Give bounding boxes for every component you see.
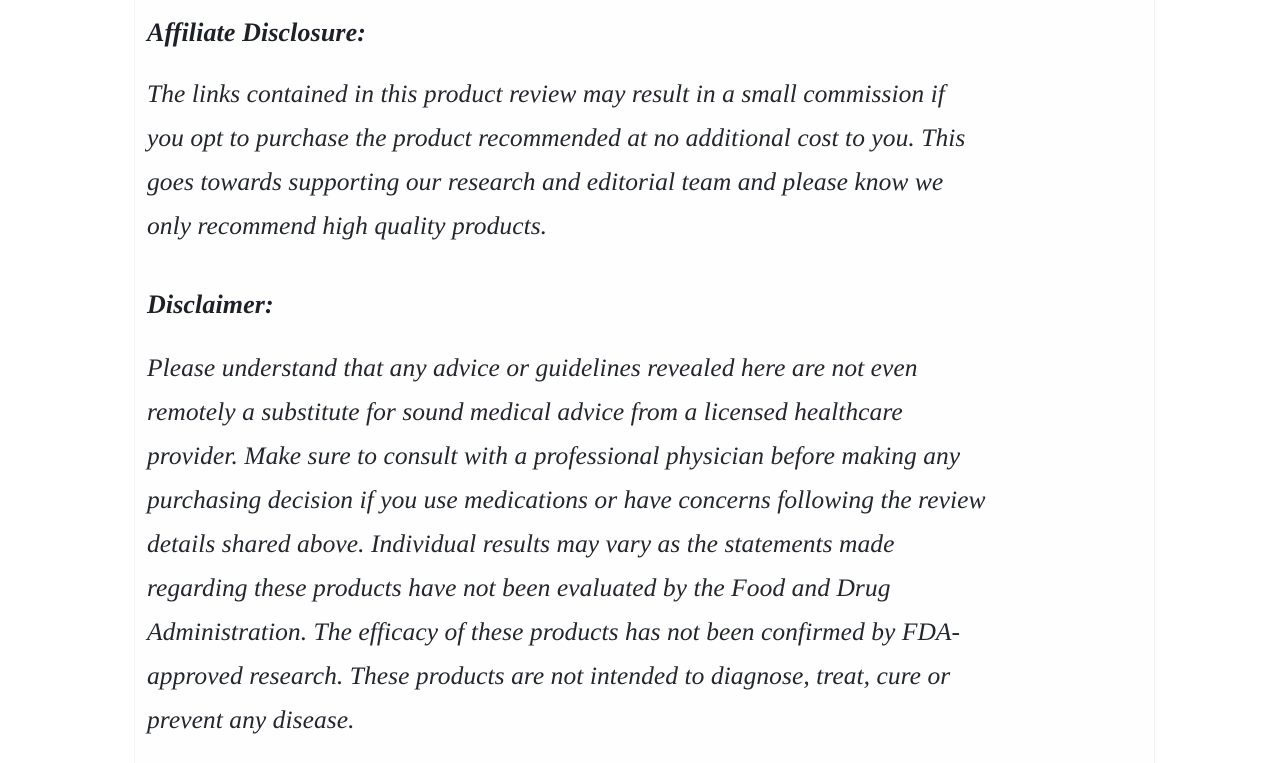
disclaimer-heading: Disclaimer: <box>147 290 274 319</box>
article-body: Affiliate Disclosure: The links containe… <box>147 0 1142 742</box>
affiliate-disclosure-paragraph: The links contained in this product revi… <box>147 72 1142 248</box>
paragraph-line: you opt to purchase the product recommen… <box>147 123 966 152</box>
paragraph-line: Administration. The efficacy of these pr… <box>147 617 961 646</box>
paragraph-line: Please understand that any advice or gui… <box>147 353 918 382</box>
paragraph-line: remotely a substitute for sound medical … <box>147 397 903 426</box>
paragraph-line: regarding these products have not been e… <box>147 573 891 602</box>
article-content-column: Affiliate Disclosure: The links containe… <box>134 0 1155 763</box>
paragraph-line: provider. Make sure to consult with a pr… <box>147 441 961 470</box>
paragraph-line: approved research. These products are no… <box>147 661 951 690</box>
affiliate-disclosure-heading: Affiliate Disclosure: <box>147 18 366 47</box>
paragraph-line: The links contained in this product revi… <box>147 79 945 108</box>
paragraph-line: prevent any disease. <box>147 705 355 734</box>
paragraph-line: only recommend high quality products. <box>147 211 548 240</box>
paragraph-line: goes towards supporting our research and… <box>147 167 944 196</box>
paragraph-line: details shared above. Individual results… <box>147 529 895 558</box>
paragraph-line: purchasing decision if you use medicatio… <box>147 485 986 514</box>
disclaimer-paragraph: Please understand that any advice or gui… <box>147 346 1142 742</box>
